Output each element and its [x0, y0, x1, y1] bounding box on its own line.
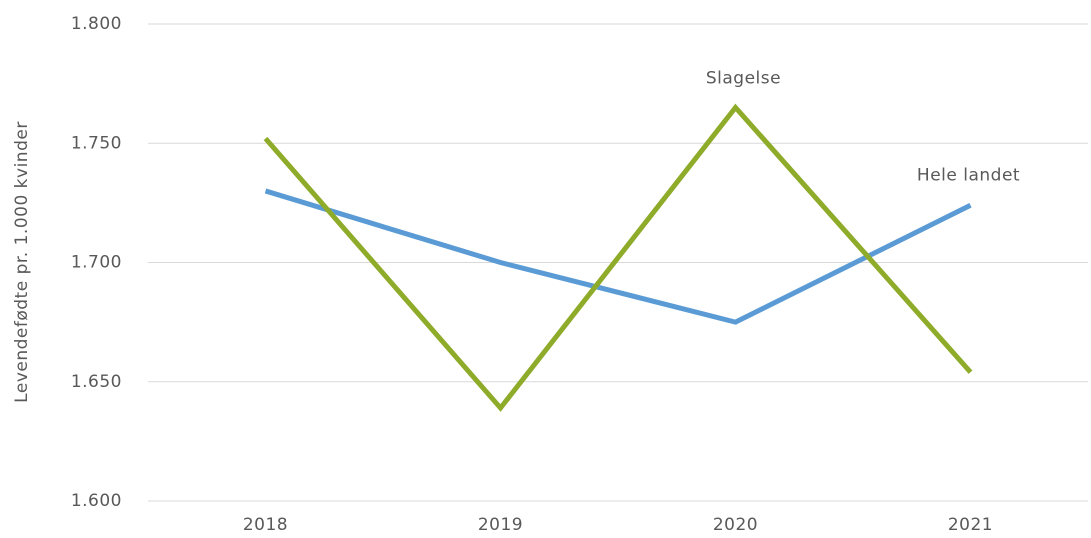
y-tick-label: 1.600 [71, 491, 122, 511]
series-label: Slagelse [706, 68, 781, 88]
x-tick-label: 2019 [478, 515, 523, 535]
x-tick-label: 2021 [948, 515, 993, 535]
series-line [264, 188, 972, 325]
y-tick-label: 1.800 [71, 14, 122, 34]
x-tick-label: 2018 [243, 515, 288, 535]
y-tick-label: 1.750 [71, 133, 122, 153]
x-tick-label: 2020 [713, 515, 758, 535]
y-tick-label: 1.650 [71, 372, 122, 392]
y-tick-label: 1.700 [71, 253, 122, 273]
y-axis-label: Levendefødte pr. 1.000 kvinder [12, 121, 32, 403]
series-line [263, 103, 973, 412]
series-label: Hele landet [917, 165, 1020, 185]
